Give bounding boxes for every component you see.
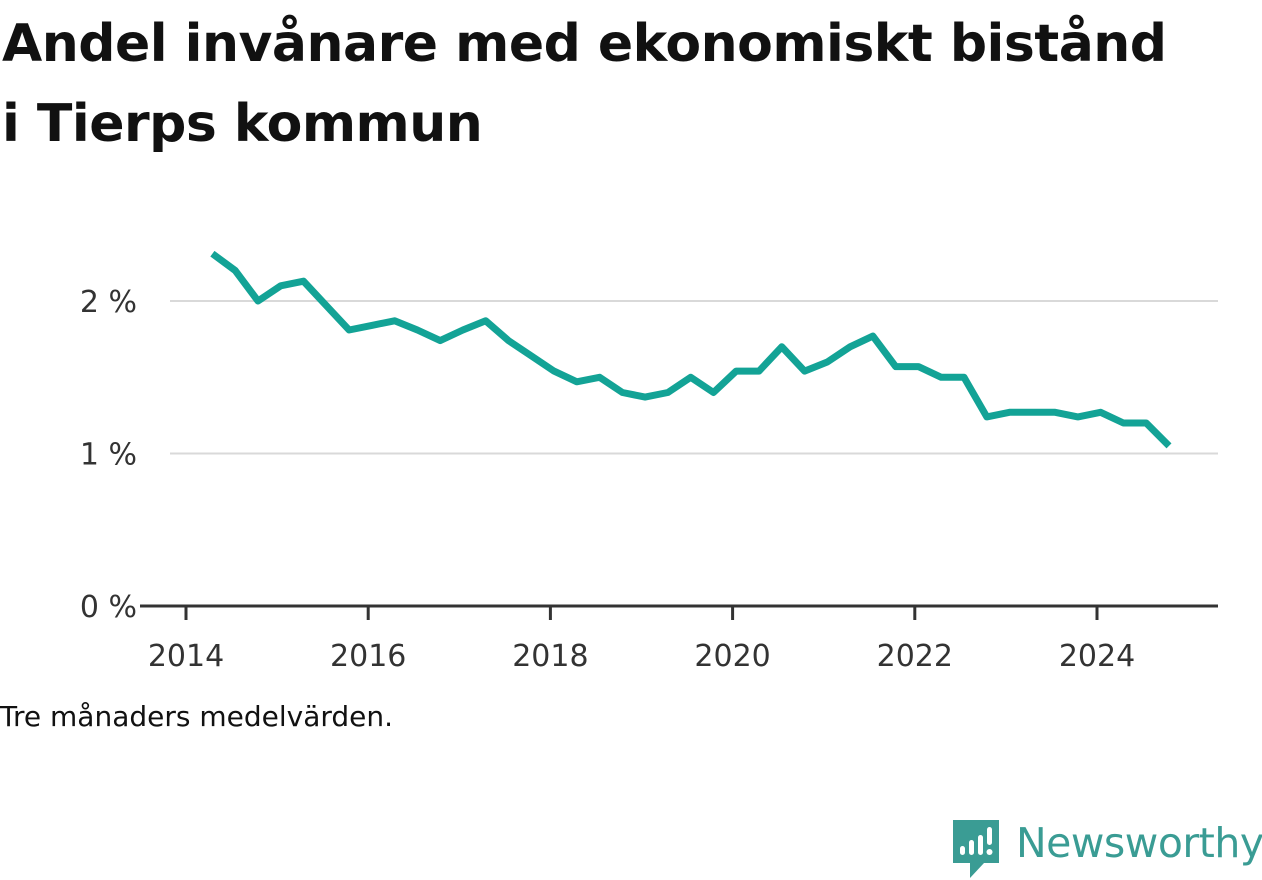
data-point: [619, 389, 626, 396]
x-axis-labels: 2014 2016 2018 2020 2022 2024: [148, 639, 1135, 674]
data-point: [596, 374, 603, 381]
data-point: [1143, 420, 1150, 427]
data-point: [391, 317, 398, 324]
data-point: [277, 282, 284, 289]
data-point: [869, 333, 876, 340]
y-tick-label: 1 %: [80, 438, 137, 473]
y-axis-labels: 0 % 1 % 2 %: [80, 285, 137, 625]
x-tick-label: 2018: [512, 639, 588, 674]
line-chart: 0 % 1 % 2 % 2014 2016 2018 2020 2022 2024: [80, 250, 1218, 674]
data-point: [209, 250, 216, 257]
newsworthy-logo-icon: [953, 820, 999, 878]
x-tick-label: 2016: [330, 639, 406, 674]
data-point: [505, 337, 512, 344]
data-point: [847, 343, 854, 350]
data-point: [437, 337, 444, 344]
data-point: [687, 374, 694, 381]
data-point: [642, 394, 649, 401]
data-point: [1052, 409, 1059, 416]
x-tick-label: 2024: [1059, 639, 1135, 674]
data-point: [300, 278, 307, 285]
brand-name: Newsworthy: [1016, 819, 1262, 867]
data-point: [710, 389, 717, 396]
data-point: [756, 368, 763, 375]
data-point: [482, 317, 489, 324]
data-point: [346, 326, 353, 333]
series-line: [210, 250, 1172, 449]
chart-title: Andel invånare med ekonomiskt bistånd i …: [2, 14, 1167, 154]
data-point: [1074, 413, 1081, 420]
data-point: [892, 363, 899, 370]
data-point: [1165, 442, 1172, 449]
x-axis: [140, 604, 1218, 620]
data-point: [1097, 409, 1104, 416]
x-tick-label: 2014: [148, 639, 224, 674]
data-point: [368, 322, 375, 329]
data-point: [528, 352, 535, 359]
x-tick-label: 2020: [694, 639, 770, 674]
data-point: [1120, 420, 1127, 427]
data-point: [551, 368, 558, 375]
x-tick-label: 2022: [877, 639, 953, 674]
data-point: [915, 363, 922, 370]
data-point: [323, 302, 330, 309]
data-point: [414, 326, 421, 333]
data-point: [1006, 409, 1013, 416]
data-point: [1029, 409, 1036, 416]
data-point: [573, 378, 580, 385]
data-point: [232, 267, 239, 274]
data-point: [801, 368, 808, 375]
data-point: [824, 359, 831, 366]
y-tick-label: 2 %: [80, 285, 137, 320]
data-point: [459, 326, 466, 333]
data-point: [983, 413, 990, 420]
gridlines: [170, 300, 1218, 455]
data-point: [938, 374, 945, 381]
brand-logo[interactable]: Newsworthy: [950, 818, 1262, 880]
data-point: [778, 343, 785, 350]
chart-note: Tre månaders medelvärden.: [0, 700, 394, 733]
series-layer: [209, 250, 1172, 449]
data-point: [960, 374, 967, 381]
data-point: [254, 298, 261, 305]
data-point: [733, 368, 740, 375]
data-point: [664, 389, 671, 396]
y-tick-label: 0 %: [80, 590, 137, 625]
